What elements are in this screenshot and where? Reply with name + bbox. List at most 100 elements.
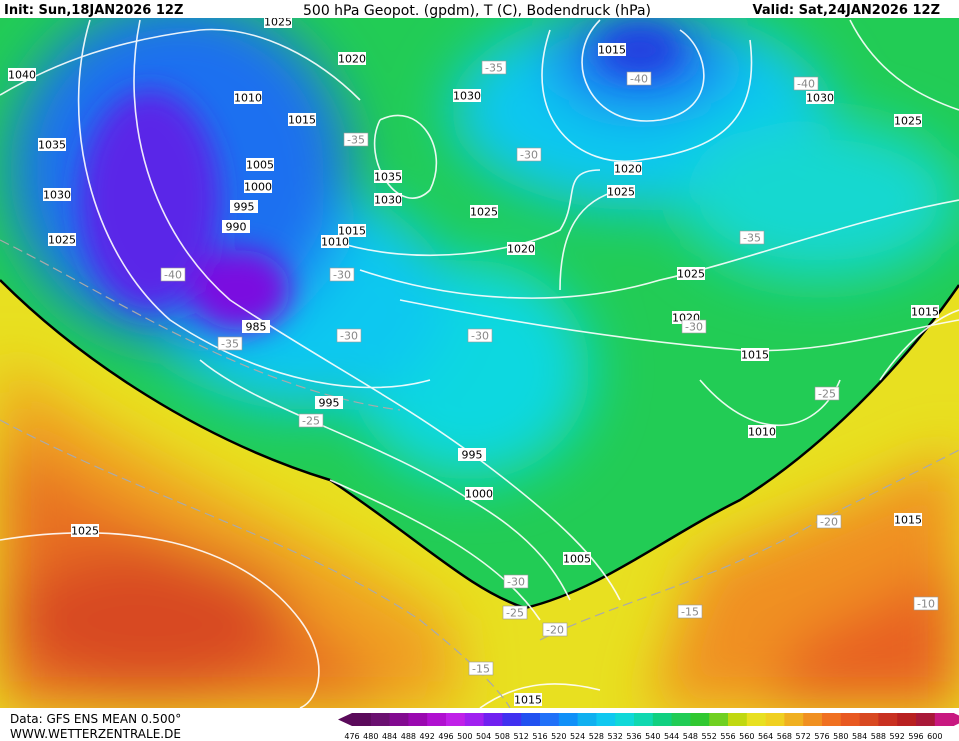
temperature-value: -25 [818,388,836,401]
temperature-value: -15 [681,606,699,619]
isobar-label: 1015 [288,113,316,127]
isobar-label: 995 [458,448,486,462]
isobar-label: 1025 [677,267,705,281]
colorbar-cell [352,713,372,726]
label-box [338,224,366,237]
temperature-labels: -35 -40 -40 -35 -30 -35 -40 -30 -30 -30 -30 -35 -25 -… [160,60,939,676]
label-box [814,386,840,401]
isobar-value: 1005 [246,159,274,172]
isobar-value: 1025 [470,206,498,219]
colorbar-tick-label: 572 [796,732,811,741]
label-box [8,68,36,81]
colorbar-cell [540,713,560,726]
isobar-value: 1020 [507,243,535,256]
label-box [677,604,703,619]
isobar-label: 990 [222,220,250,234]
isobar-value: 1030 [43,189,71,202]
isobar-value: 1035 [374,171,402,184]
isobar-label: 1020 [507,242,535,256]
isobar-label: 1025 [607,185,635,199]
colorbar-tick-label: 540 [645,732,660,741]
temperature-label: -20 [542,622,568,637]
colorbar-cell [577,713,597,726]
colorbar-tick-label: 596 [908,732,923,741]
isobar-value: 990 [226,221,247,234]
colorbar-cell [483,713,503,726]
temperature-value: -30 [520,149,538,162]
colorbar-cell [916,713,936,726]
temperature-value: -20 [820,516,838,529]
colorbar-cell [934,713,955,726]
temperature-label: -40 [793,76,819,91]
label-box [38,138,66,151]
temperature-label: -30 [329,267,355,282]
isobar-value: 1025 [894,115,922,128]
isobar-value: 985 [246,321,267,334]
label-box [467,328,493,343]
isobar-value: 1015 [894,514,922,527]
isobar-label: 1030 [43,188,71,202]
temperature-value: -40 [164,269,182,282]
colorbar-cell [728,713,748,726]
isobar-label: 1015 [598,43,626,57]
colorbar-cell [897,713,917,726]
colorbar-cell [408,713,428,726]
colorbar-tick-label: 564 [758,732,773,741]
colorbar-tick-label: 600 [927,732,942,741]
colorbar-tick-label: 520 [551,732,566,741]
colorbar-tick-label: 568 [777,732,792,741]
temperature-value: -10 [917,598,935,611]
colorbar-tick-label: 588 [871,732,886,741]
colorbar-tick-label: 500 [457,732,472,741]
isobar-value: 1025 [48,234,76,247]
isobar-value: 1030 [806,92,834,105]
isobar-label: 995 [230,200,258,214]
isobar-value: 1010 [321,236,349,249]
colorbar-cell [464,713,485,726]
isobar-value: 1015 [598,44,626,57]
colorbar-cell [502,713,522,726]
temperature-label: -25 [814,386,840,401]
colorbar-cell [803,713,823,726]
label-box [614,162,642,175]
colorbar-cell [859,713,879,726]
colorbar-cell [634,713,654,726]
label-box [626,71,652,86]
temperature-label: -25 [298,413,324,428]
label-box [338,52,366,65]
isobar-label: 1015 [514,693,542,707]
isobar-value: 1010 [234,92,262,105]
isobar-label: 1010 [748,425,776,439]
colorbar-tick-label: 584 [852,732,867,741]
isobar-label: 1005 [563,552,591,566]
label-box [242,320,270,333]
label-box [336,328,362,343]
label-box [894,114,922,127]
colorbar-tick-label: 480 [363,732,378,741]
colorbar-cell [671,713,691,726]
temperature-label: -35 [481,60,507,75]
isobar-label: 1020 [338,52,366,66]
isobar-label: 1015 [911,305,939,319]
colorbar-cell [878,713,898,726]
colorbar-arrow-left [338,713,352,726]
isobar-label: 1005 [246,158,274,172]
temperature-value: -35 [743,232,761,245]
temperature-label: -40 [160,267,186,282]
colorbar-tick-label: 504 [476,732,491,741]
isobar-label: 1015 [741,348,769,362]
label-box [806,91,834,104]
isobar-value: 1015 [338,225,366,238]
label-box [468,661,494,676]
temperature-value: -30 [507,576,525,589]
isobar-value: 1025 [607,186,635,199]
label-box [514,693,542,706]
label-box [374,193,402,206]
colorbar-tick-label: 496 [438,732,453,741]
isobar-label: 1015 [894,513,922,527]
init-time: Init: Sun,18JAN2026 12Z [4,3,183,18]
isobar-value: 1030 [374,194,402,207]
temperature-label: -40 [626,71,652,86]
